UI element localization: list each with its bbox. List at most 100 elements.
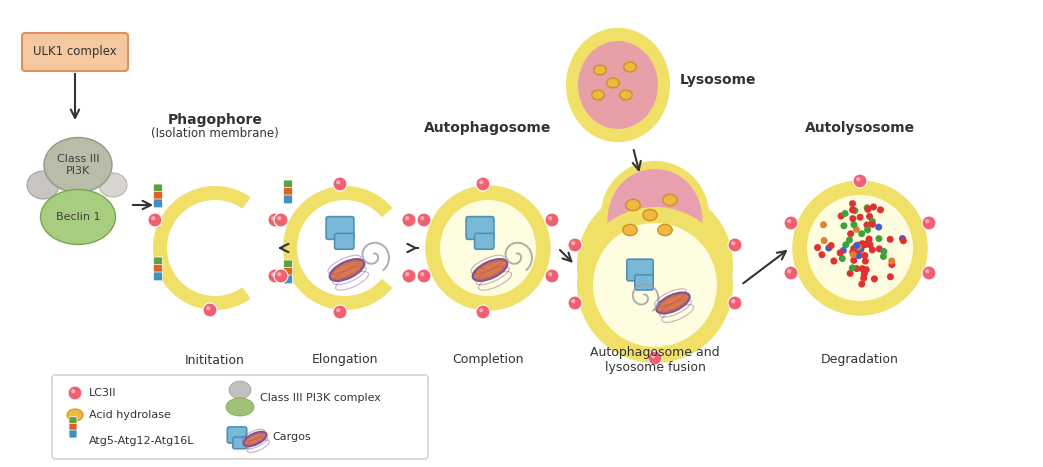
Circle shape <box>402 213 416 227</box>
FancyBboxPatch shape <box>635 275 653 290</box>
FancyBboxPatch shape <box>335 234 354 249</box>
Ellipse shape <box>593 65 606 75</box>
Circle shape <box>855 243 862 250</box>
Circle shape <box>651 354 655 358</box>
Circle shape <box>887 236 894 243</box>
Circle shape <box>71 389 75 393</box>
Ellipse shape <box>662 194 677 205</box>
Text: Class III
PI3K: Class III PI3K <box>56 154 99 176</box>
Circle shape <box>925 269 929 273</box>
Circle shape <box>869 218 876 225</box>
Circle shape <box>787 219 792 223</box>
FancyBboxPatch shape <box>466 217 494 240</box>
Circle shape <box>855 242 862 249</box>
Ellipse shape <box>27 171 59 199</box>
Circle shape <box>545 213 559 227</box>
Circle shape <box>593 203 717 327</box>
Circle shape <box>899 235 906 242</box>
Circle shape <box>731 241 735 245</box>
Circle shape <box>440 200 536 296</box>
Circle shape <box>856 177 860 181</box>
Ellipse shape <box>607 78 620 88</box>
Circle shape <box>865 239 872 246</box>
Text: Autophagosome: Autophagosome <box>425 121 552 135</box>
Circle shape <box>476 177 490 191</box>
Ellipse shape <box>591 90 604 100</box>
Circle shape <box>856 214 864 221</box>
Circle shape <box>853 265 860 272</box>
Circle shape <box>277 272 282 276</box>
Ellipse shape <box>472 259 507 281</box>
FancyBboxPatch shape <box>52 375 428 459</box>
FancyBboxPatch shape <box>69 430 77 438</box>
Circle shape <box>864 226 871 234</box>
Text: Autolysosome: Autolysosome <box>805 121 915 135</box>
Circle shape <box>426 186 550 310</box>
Circle shape <box>855 252 863 259</box>
Circle shape <box>857 246 865 253</box>
Circle shape <box>417 269 431 283</box>
Circle shape <box>857 242 865 249</box>
Ellipse shape <box>601 161 709 269</box>
Ellipse shape <box>99 173 127 197</box>
Ellipse shape <box>624 62 636 72</box>
Text: Lysosome: Lysosome <box>680 73 756 87</box>
Circle shape <box>862 252 868 259</box>
Circle shape <box>838 212 845 219</box>
Circle shape <box>922 266 936 280</box>
FancyBboxPatch shape <box>153 264 163 273</box>
Text: Atg5-Atg12-Atg16L: Atg5-Atg12-Atg16L <box>89 436 194 446</box>
Text: Cargos: Cargos <box>272 432 311 442</box>
Circle shape <box>268 213 282 227</box>
Circle shape <box>476 305 490 319</box>
FancyBboxPatch shape <box>627 259 653 281</box>
Ellipse shape <box>41 190 116 245</box>
Circle shape <box>865 240 871 247</box>
Circle shape <box>854 247 862 254</box>
Circle shape <box>333 177 347 191</box>
Circle shape <box>577 187 733 343</box>
Circle shape <box>271 272 275 276</box>
Circle shape <box>828 242 834 249</box>
FancyBboxPatch shape <box>227 427 247 443</box>
Circle shape <box>849 248 856 255</box>
Circle shape <box>877 206 884 213</box>
Circle shape <box>870 204 877 211</box>
Circle shape <box>277 216 282 220</box>
Text: Inititation: Inititation <box>185 354 245 367</box>
Ellipse shape <box>578 41 658 129</box>
Circle shape <box>862 258 869 265</box>
Circle shape <box>850 257 857 264</box>
Circle shape <box>871 276 878 283</box>
FancyBboxPatch shape <box>153 184 163 193</box>
Circle shape <box>830 257 838 264</box>
Circle shape <box>203 303 217 317</box>
Ellipse shape <box>229 381 251 399</box>
Circle shape <box>840 247 847 254</box>
Circle shape <box>274 213 288 227</box>
FancyBboxPatch shape <box>284 275 292 284</box>
Circle shape <box>728 238 742 252</box>
Ellipse shape <box>226 398 254 416</box>
Circle shape <box>850 245 857 252</box>
Circle shape <box>568 238 582 252</box>
FancyBboxPatch shape <box>326 217 354 240</box>
FancyBboxPatch shape <box>284 268 292 276</box>
Circle shape <box>819 251 825 258</box>
Circle shape <box>572 299 576 304</box>
Text: LC3II: LC3II <box>89 388 117 398</box>
Circle shape <box>648 351 662 365</box>
Circle shape <box>843 241 849 248</box>
Circle shape <box>333 305 347 319</box>
Circle shape <box>860 275 867 282</box>
FancyBboxPatch shape <box>69 417 77 425</box>
Circle shape <box>849 200 856 207</box>
Circle shape <box>815 244 821 251</box>
Circle shape <box>875 235 882 242</box>
Circle shape <box>887 273 894 280</box>
Text: ULK1 complex: ULK1 complex <box>33 45 117 58</box>
Circle shape <box>856 245 864 252</box>
FancyBboxPatch shape <box>153 199 163 208</box>
Ellipse shape <box>642 209 657 220</box>
Circle shape <box>568 296 582 310</box>
